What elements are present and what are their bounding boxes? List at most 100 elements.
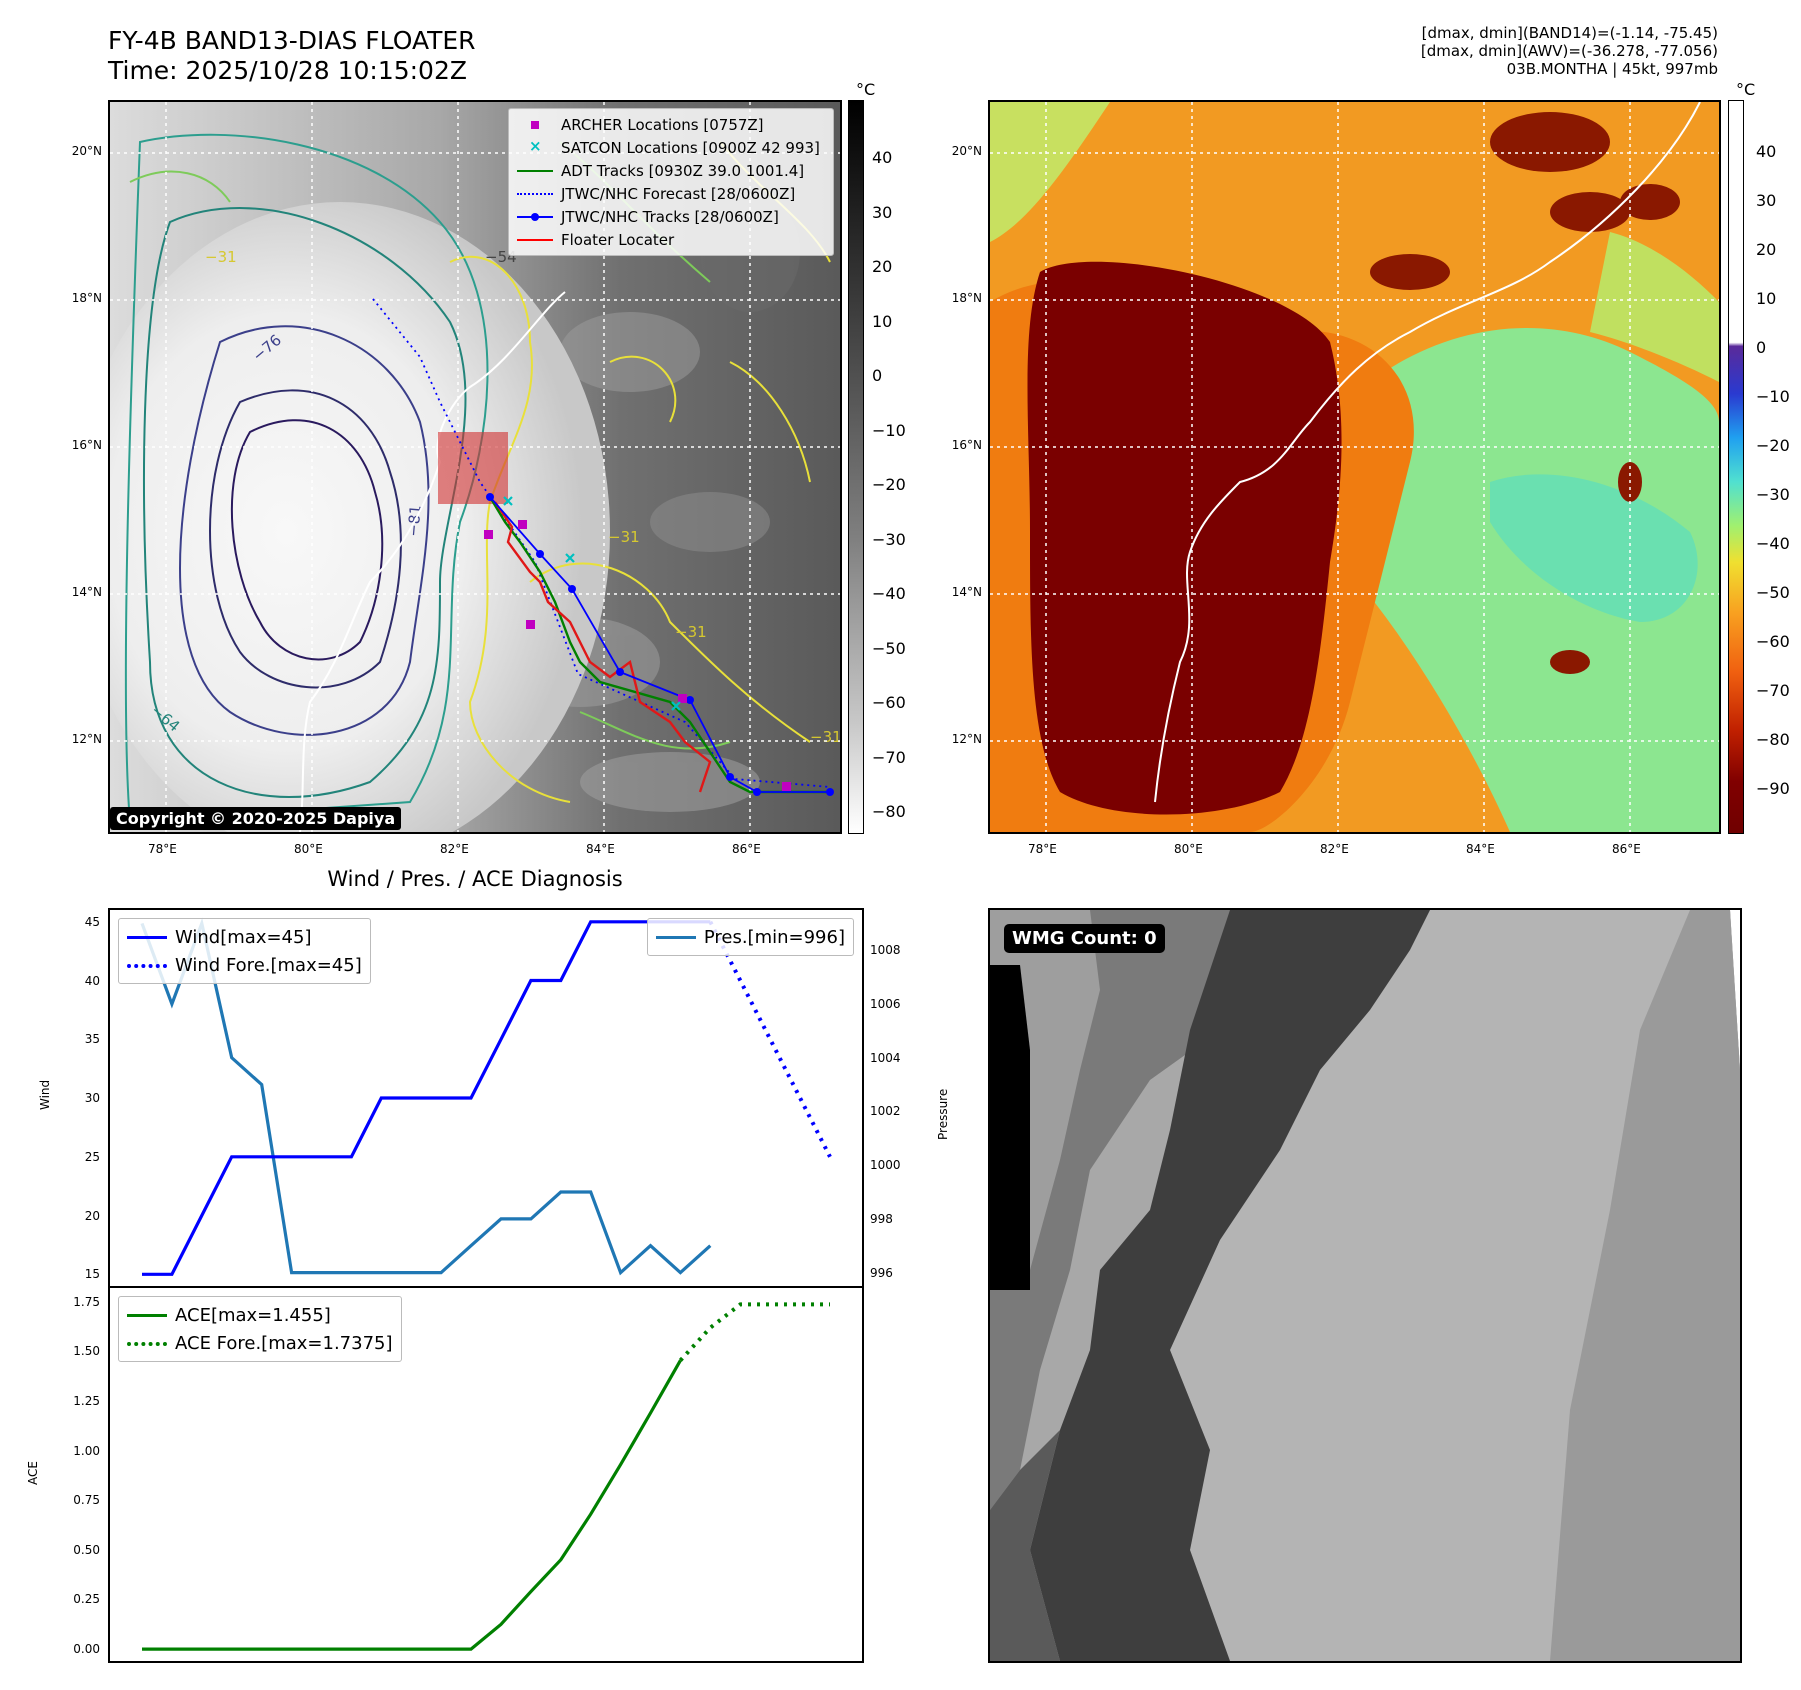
wind-pressure-plot: [140, 917, 832, 1276]
ace-ytick: 0.25: [73, 1592, 100, 1607]
wmg-count-badge: WMG Count: 0: [1004, 924, 1165, 953]
ace-ytick: 1.50: [73, 1344, 100, 1359]
legend-ace: ACE[max=1.455]: [127, 1301, 393, 1329]
ace-ytick: 0.00: [73, 1642, 100, 1657]
legend-floater: Floater Locater: [517, 228, 825, 251]
solid-line-icon: [517, 164, 553, 178]
pressure-line: [140, 917, 712, 1276]
lon-tick: 86°E: [1612, 842, 1641, 856]
dotted-line-icon: [127, 1336, 167, 1350]
deep-convection-patches: [1370, 112, 1680, 674]
wind-ytick: 35: [84, 1032, 100, 1047]
title-line-1: FY-4B BAND13-DIAS FLOATER: [108, 26, 476, 55]
legend-adt: ADT Tracks [0930Z 39.0 1001.4]: [517, 159, 825, 182]
lat-tick: 16°N: [71, 438, 102, 452]
ace-line: [142, 1359, 682, 1651]
awv-colorbar-tick: −80: [1756, 730, 1790, 749]
legend-pressure: Pres.[min=996]: [655, 923, 845, 951]
ace-axis-label: ACE: [26, 1461, 40, 1485]
line-with-dot-icon: [517, 210, 553, 224]
wind-ytick: 15: [84, 1267, 100, 1282]
solid-line-icon: [517, 233, 553, 247]
legend-archer: ARCHER Locations [0757Z]: [517, 113, 825, 136]
coastline: [1154, 102, 1701, 803]
band13-colorbar-tick: 30: [872, 202, 893, 222]
legend-wind-forecast: Wind Fore.[max=45]: [127, 951, 362, 979]
solid-line-icon: [127, 1308, 167, 1322]
lon-tick: 80°E: [1174, 842, 1203, 856]
ace-ytick: 1.00: [73, 1443, 100, 1458]
awv-colorbar-tick: 30: [1756, 191, 1777, 210]
wind-line: [142, 920, 711, 1276]
band13-colorbar-tick: −70: [872, 747, 906, 767]
awv-colorbar-tick: 10: [1756, 289, 1777, 308]
floater-track: [494, 501, 712, 793]
wind-legend: Wind[max=45] Wind Fore.[max=45]: [118, 918, 371, 984]
band13-colorbar-tick: −10: [872, 420, 906, 440]
contour-label: −31: [810, 728, 840, 746]
band13-colorbar-tick: 40: [872, 148, 893, 167]
contour-label: −31: [608, 528, 640, 546]
band13-colorbar-tick: 0: [872, 366, 883, 385]
contour-label: −31: [205, 248, 237, 266]
lat-tick: 18°N: [71, 291, 102, 305]
ace-ytick: 0.75: [73, 1493, 100, 1508]
wind-ytick: 20: [84, 1208, 100, 1223]
info-line-2: [dmax, dmin](AWV)=(-36.278, -77.056): [1420, 42, 1718, 60]
pressure-ytick: 1008: [870, 943, 901, 958]
info-line-1: [dmax, dmin](BAND14)=(-1.14, -75.45): [1421, 24, 1718, 42]
graticule: [990, 102, 1719, 832]
legend-wind: Wind[max=45]: [127, 923, 362, 951]
band13-colorbar-tick: −40: [872, 584, 906, 603]
lon-tick: 82°E: [1320, 842, 1349, 856]
wind-pressure-chart: Wind[max=45] Wind Fore.[max=45] Pres.[mi…: [108, 908, 864, 1288]
legend-jtwc-track: JTWC/NHC Tracks [28/0600Z]: [517, 205, 825, 228]
awv-colorbar-tick: 40: [1756, 142, 1777, 161]
cold-cloud-shield: [110, 202, 610, 832]
dotted-line-icon: [517, 187, 553, 201]
ace-forecast-line: [678, 1302, 830, 1362]
coastline: [299, 291, 566, 832]
wmg-image: [990, 910, 1740, 1661]
pressure-legend: Pres.[min=996]: [646, 918, 854, 956]
solid-line-icon: [655, 930, 696, 944]
band13-colorbar-tick: −80: [872, 802, 906, 821]
lat-tick: 12°N: [951, 732, 982, 746]
dotted-line-icon: [127, 958, 167, 972]
jtwc-track-points: [486, 493, 834, 796]
band13-map: −31 −54 −76 −81 −64 −31 −31 −31: [108, 100, 842, 834]
figure-title: FY-4B BAND13-DIAS FLOATER Time: 2025/10/…: [108, 26, 476, 86]
lat-tick: 14°N: [71, 585, 102, 599]
solid-line-icon: [127, 930, 167, 944]
ace-legend: ACE[max=1.455] ACE Fore.[max=1.7375]: [118, 1296, 402, 1362]
lon-tick: 78°E: [148, 842, 177, 856]
satcon-locations: [503, 496, 681, 711]
pressure-ytick: 1000: [870, 1158, 901, 1173]
x-marker-icon: ×: [529, 136, 542, 155]
band13-colorbar-tick: −60: [872, 693, 906, 712]
awv-colorbar-tick: −10: [1756, 387, 1790, 406]
pressure-ytick: 998: [870, 1211, 893, 1226]
awv-colorbar-tick: 0: [1756, 338, 1767, 357]
lat-tick: 12°N: [71, 732, 102, 746]
lat-tick: 16°N: [951, 438, 982, 452]
wind-axis-label: Wind: [38, 1079, 52, 1110]
awv-colorbar-tick: 20: [1756, 240, 1777, 259]
lon-tick: 84°E: [1466, 842, 1495, 856]
title-line-2: Time: 2025/10/28 10:15:02Z: [108, 56, 467, 85]
archer-locations: [484, 520, 791, 791]
floater-box: [438, 432, 508, 504]
awv-colorbar-tick: −60: [1756, 632, 1790, 651]
ace-ytick: 1.75: [73, 1294, 100, 1309]
band13-colorbar-tick: −20: [872, 475, 906, 494]
lat-tick: 14°N: [951, 585, 982, 599]
ace-ytick: 1.25: [73, 1394, 100, 1409]
awv-map-canvas: [990, 102, 1719, 832]
lon-tick: 78°E: [1028, 842, 1057, 856]
pressure-ytick: 1006: [870, 997, 901, 1011]
awv-map: [988, 100, 1721, 834]
contour-label: −31: [675, 623, 707, 641]
copyright-label: Copyright © 2020-2025 Dapiya: [110, 807, 402, 830]
wind-ytick: 45: [84, 914, 100, 929]
colorbar-unit: °C: [1736, 80, 1756, 99]
